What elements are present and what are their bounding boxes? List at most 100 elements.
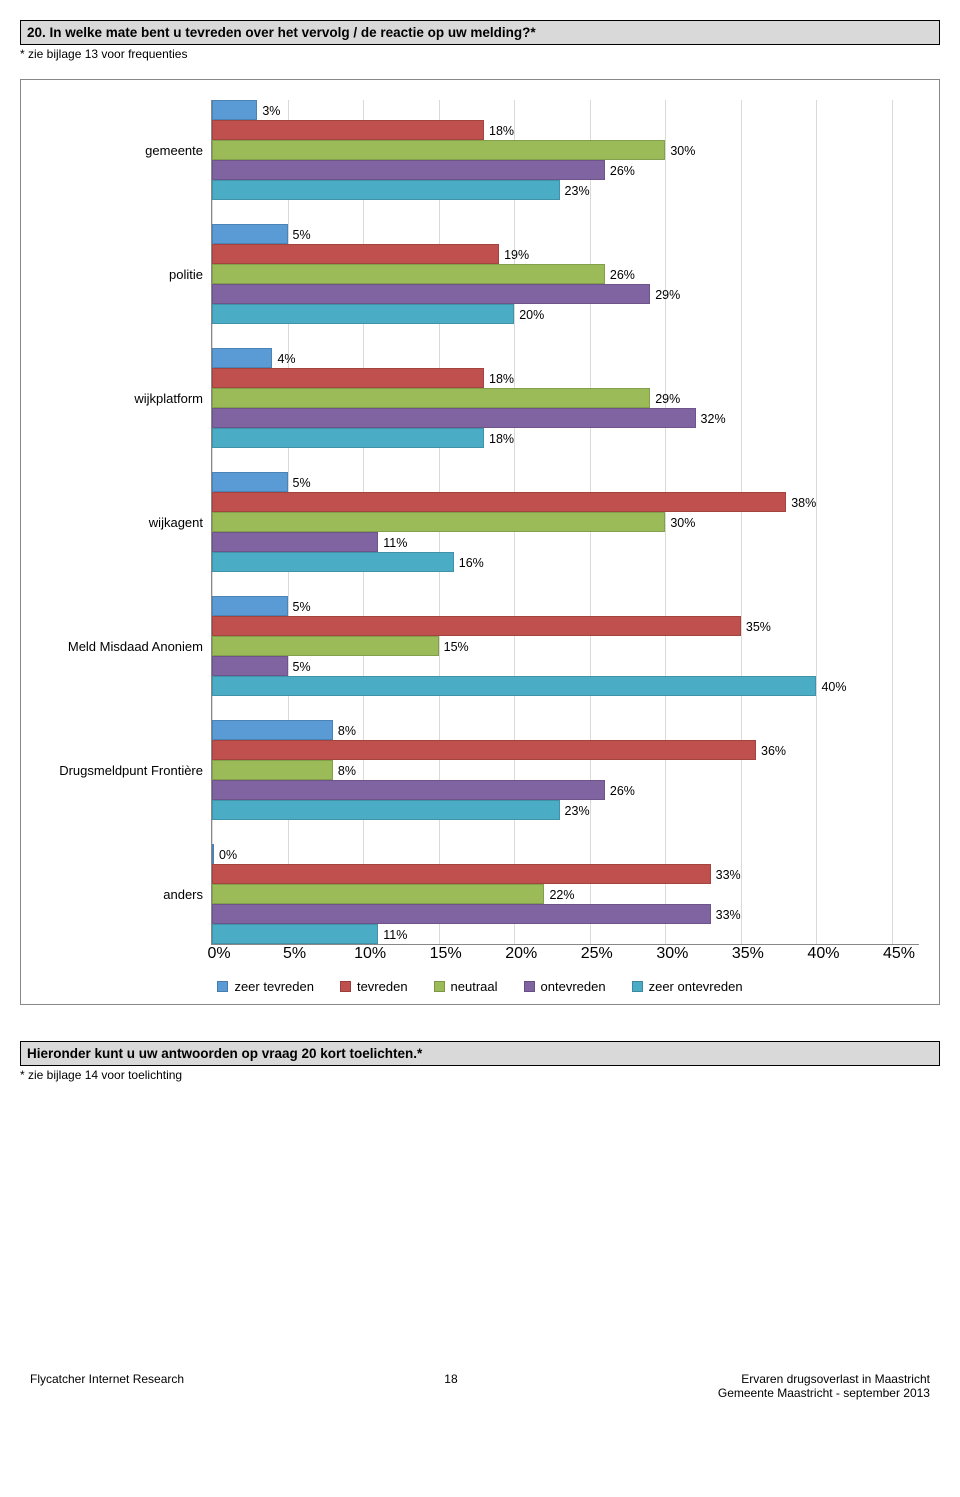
bar-value-label: 26% [610, 265, 635, 285]
bar: 18% [212, 428, 484, 448]
bar: 29% [212, 284, 650, 304]
legend-swatch [434, 981, 445, 992]
bar: 3% [212, 100, 257, 120]
bar: 0% [212, 844, 214, 864]
x-tick-label: 30% [656, 945, 688, 963]
bar: 8% [212, 760, 333, 780]
bar-value-label: 26% [610, 781, 635, 801]
bar-value-label: 33% [716, 865, 741, 885]
legend-item: zeer tevreden [217, 979, 314, 994]
bar: 33% [212, 864, 711, 884]
x-tick-label: 45% [883, 945, 915, 963]
bar-value-label: 36% [761, 741, 786, 761]
legend-label: zeer tevreden [234, 979, 314, 994]
bar-group: 0%33%22%33%11% [212, 844, 919, 944]
bar: 16% [212, 552, 454, 572]
bar: 5% [212, 472, 288, 492]
bar-value-label: 18% [489, 121, 514, 141]
chart-container: gemeentepolitiewijkplatformwijkagentMeld… [20, 79, 940, 1005]
x-tick-label: 5% [283, 945, 306, 963]
category-label: gemeente [41, 100, 203, 200]
bar: 32% [212, 408, 696, 428]
bar: 35% [212, 616, 741, 636]
bar-group: 8%36%8%26%23% [212, 720, 919, 820]
bar-value-label: 18% [489, 429, 514, 449]
legend-item: tevreden [340, 979, 408, 994]
x-tick-label: 0% [207, 945, 230, 963]
bar: 23% [212, 800, 560, 820]
bar-value-label: 23% [565, 181, 590, 201]
x-tick-label: 20% [505, 945, 537, 963]
bar: 5% [212, 656, 288, 676]
footer-right-line1: Ervaren drugsoverlast in Maastricht [718, 1372, 930, 1386]
footer-left: Flycatcher Internet Research [30, 1372, 184, 1400]
legend-item: neutraal [434, 979, 498, 994]
bars-area: 3%18%30%26%23%5%19%26%29%20%4%18%29%32%1… [211, 100, 919, 945]
bar: 5% [212, 224, 288, 244]
bar: 38% [212, 492, 786, 512]
x-tick-label: 40% [807, 945, 839, 963]
chart-legend: zeer tevredentevredenneutraalontevredenz… [41, 979, 919, 994]
bar: 5% [212, 596, 288, 616]
bar-group: 5%38%30%11%16% [212, 472, 919, 572]
question-20-footnote: * zie bijlage 13 voor frequenties [20, 47, 940, 61]
bar-value-label: 19% [504, 245, 529, 265]
bar-value-label: 26% [610, 161, 635, 181]
bar-value-label: 11% [383, 533, 407, 553]
bar-value-label: 22% [549, 885, 574, 905]
page-footer: Flycatcher Internet Research 18 Ervaren … [20, 1372, 940, 1400]
bar-value-label: 35% [746, 617, 771, 637]
bar-value-label: 38% [791, 493, 816, 513]
bar-value-label: 4% [277, 349, 295, 369]
bar-value-label: 33% [716, 905, 741, 925]
bar-value-label: 23% [565, 801, 590, 821]
bar: 30% [212, 512, 665, 532]
bar-group: 3%18%30%26%23% [212, 100, 919, 200]
bar-value-label: 20% [519, 305, 544, 325]
bar: 11% [212, 924, 378, 944]
footer-center: 18 [444, 1372, 457, 1400]
bar-group: 5%19%26%29%20% [212, 224, 919, 324]
bar: 40% [212, 676, 816, 696]
bar-value-label: 16% [459, 553, 484, 573]
bar: 23% [212, 180, 560, 200]
footer-right-line2: Gemeente Maastricht - september 2013 [718, 1386, 930, 1400]
bar-value-label: 5% [293, 597, 311, 617]
bar: 22% [212, 884, 544, 904]
bar: 8% [212, 720, 333, 740]
bar: 19% [212, 244, 499, 264]
bar-value-label: 18% [489, 369, 514, 389]
category-label: politie [41, 224, 203, 324]
bar-value-label: 30% [670, 513, 695, 533]
x-axis: 0%5%10%15%20%25%30%35%40%45% [219, 945, 899, 963]
legend-label: tevreden [357, 979, 408, 994]
x-tick-label: 10% [354, 945, 386, 963]
legend-swatch [340, 981, 351, 992]
bar: 20% [212, 304, 514, 324]
category-label: Meld Misdaad Anoniem [41, 596, 203, 696]
bar-value-label: 3% [262, 101, 280, 121]
x-tick-label: 15% [430, 945, 462, 963]
footer-right: Ervaren drugsoverlast in Maastricht Geme… [718, 1372, 930, 1400]
chart-plot: gemeentepolitiewijkplatformwijkagentMeld… [41, 100, 919, 945]
bar-group: 5%35%15%5%40% [212, 596, 919, 696]
bar-group: 4%18%29%32%18% [212, 348, 919, 448]
bar: 18% [212, 368, 484, 388]
bar-value-label: 5% [293, 473, 311, 493]
legend-label: neutraal [451, 979, 498, 994]
bar: 36% [212, 740, 756, 760]
bar-value-label: 8% [338, 761, 356, 781]
bar-value-label: 30% [670, 141, 695, 161]
question-20b-footnote: * zie bijlage 14 voor toelichting [20, 1068, 940, 1082]
bar: 29% [212, 388, 650, 408]
bar: 4% [212, 348, 272, 368]
legend-item: ontevreden [524, 979, 606, 994]
question-20-title: 20. In welke mate bent u tevreden over h… [20, 20, 940, 45]
bar-value-label: 29% [655, 285, 680, 305]
legend-swatch [632, 981, 643, 992]
bar-value-label: 8% [338, 721, 356, 741]
category-label: Drugsmeldpunt Frontière [41, 720, 203, 820]
bar: 18% [212, 120, 484, 140]
bar: 26% [212, 264, 605, 284]
bar: 26% [212, 160, 605, 180]
